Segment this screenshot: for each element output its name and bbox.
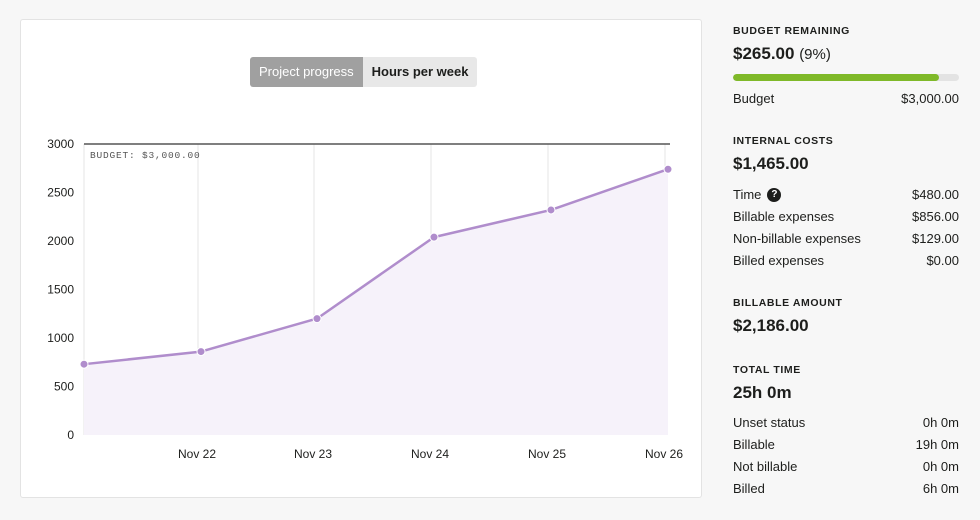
y-tick-label: 2500 [47, 186, 74, 200]
budget-remaining-value: $265.00 [733, 44, 795, 63]
billable-amount-label: BILLABLE AMOUNT [733, 297, 843, 309]
time-row-billable: Billable 19h 0m [733, 437, 959, 452]
time-row-value: 6h 0m [922, 481, 959, 496]
y-tick-label: 1500 [47, 283, 74, 297]
internal-costs-amount: $1,465.00 [733, 154, 809, 173]
cost-row-label: Time [733, 187, 762, 202]
data-point [663, 164, 673, 174]
time-row-value: 0h 0m [922, 415, 959, 430]
internal-costs-label: INTERNAL COSTS [733, 135, 834, 147]
y-tick-label: 3000 [47, 137, 74, 151]
time-row-value: 0h 0m [922, 459, 959, 474]
cost-row-label: Billed expenses [733, 253, 825, 268]
time-row-billed: Billed 6h 0m [733, 481, 959, 496]
x-tick-label: Nov 25 [528, 447, 566, 461]
budget-progress-bar [733, 74, 959, 81]
budget-remaining-amount: $265.00 (9%) [733, 44, 831, 64]
x-tick-label: Nov 22 [178, 447, 216, 461]
time-row-label: Unset status [733, 415, 806, 430]
x-tick-label: Nov 23 [294, 447, 332, 461]
budget-remaining-percent: (9%) [799, 46, 831, 63]
budget-remaining-label: BUDGET REMAINING [733, 25, 850, 37]
total-time-value: 25h 0m [733, 383, 792, 402]
time-row-not-billable: Not billable 0h 0m [733, 459, 959, 474]
cost-row-non-billable-expenses: Non-billable expenses $129.00 [733, 231, 959, 246]
data-point [312, 314, 322, 324]
time-row-unset-status: Unset status 0h 0m [733, 415, 959, 430]
cost-row-value: $856.00 [912, 209, 959, 224]
y-tick-label: 0 [67, 428, 74, 442]
data-point [196, 347, 206, 357]
chart-view-toggle: Project progress Hours per week [250, 57, 478, 87]
time-row-label: Billable [733, 437, 775, 452]
budget-progress-fill [733, 74, 939, 81]
billable-amount-value: $2,186.00 [733, 316, 809, 335]
total-time-label: TOTAL TIME [733, 364, 801, 376]
data-point [546, 205, 556, 215]
data-point [79, 359, 89, 369]
budget-row: Budget $3,000.00 [733, 91, 959, 106]
time-row-label: Billed [733, 481, 765, 496]
progress-area [84, 169, 668, 435]
y-tick-label: 500 [54, 380, 74, 394]
cost-row-billed-expenses: Billed expenses $0.00 [733, 253, 959, 268]
y-tick-label: 1000 [47, 331, 74, 345]
tab-hours-per-week[interactable]: Hours per week [362, 57, 478, 87]
y-tick-label: 2000 [47, 234, 74, 248]
question-circle-icon[interactable]: ? [767, 187, 782, 202]
tab-project-progress[interactable]: Project progress [250, 57, 363, 87]
progress-chart: BUDGET: $3,000.00 0 500 1000 1500 2000 2500 300… [47, 137, 683, 461]
cost-row-value: $129.00 [912, 231, 959, 246]
cost-row-label: Non-billable expenses [733, 231, 861, 246]
time-row-label: Not billable [733, 459, 798, 474]
data-point [429, 232, 439, 242]
cost-row-value: $0.00 [926, 253, 959, 268]
x-tick-label: Nov 26 [645, 447, 683, 461]
budget-line-label: BUDGET: $3,000.00 [90, 150, 201, 161]
cost-row-value: $480.00 [912, 187, 959, 202]
cost-row-label: Billable expenses [733, 209, 835, 224]
progress-line [83, 168, 669, 366]
budget-row-label: Budget [733, 91, 775, 106]
time-row-value: 19h 0m [915, 437, 959, 452]
x-tick-label: Nov 24 [411, 447, 449, 461]
budget-row-value: $3,000.00 [901, 91, 959, 106]
cost-row-billable-expenses: Billable expenses $856.00 [733, 209, 959, 224]
cost-row-time: Time ? $480.00 [733, 187, 959, 202]
